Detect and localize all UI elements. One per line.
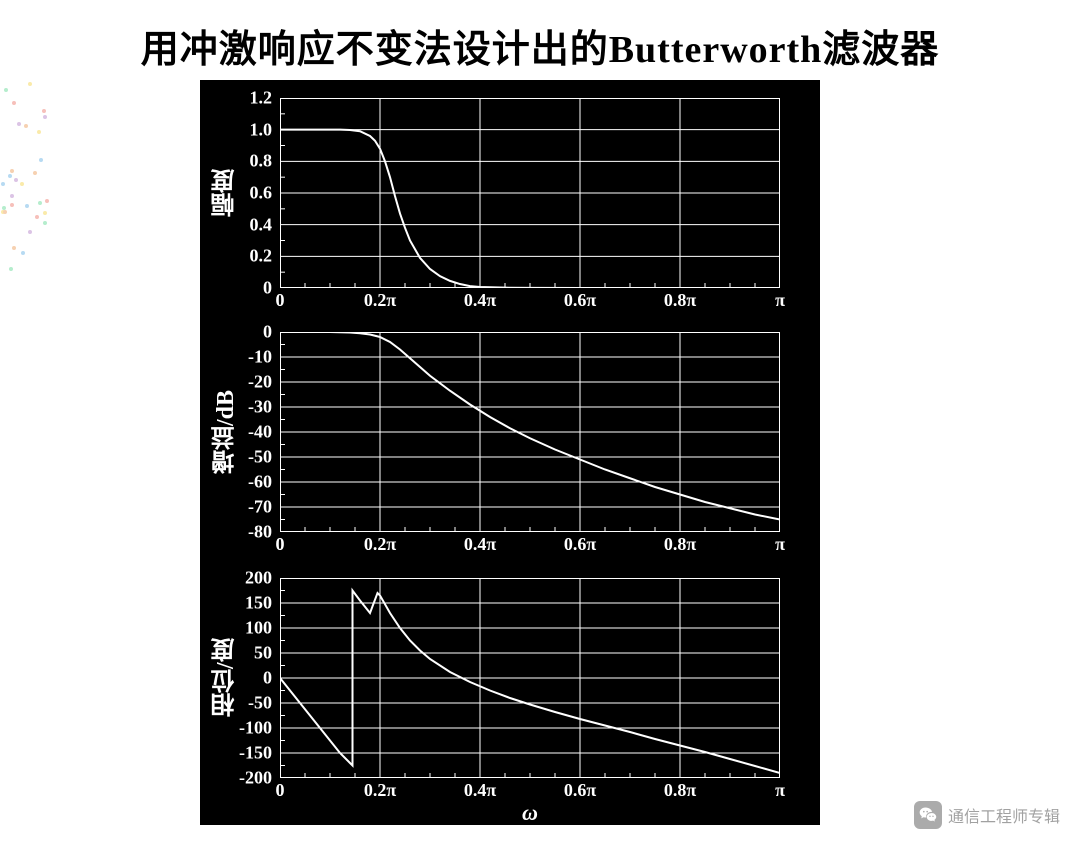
ylabel: 增益/dB: [208, 372, 243, 492]
xtick-label: 0.2π: [364, 290, 396, 311]
xtick-label: π: [775, 290, 785, 311]
xtick-label: 0.2π: [364, 534, 396, 555]
confetti-decoration: [0, 80, 50, 280]
ytick-label: 0: [263, 668, 272, 689]
chart-svg: [280, 578, 780, 778]
subplot-0: 00.20.40.60.81.01.200.2π0.4π0.6π0.8ππ幅度: [280, 98, 780, 288]
ytick-label: 0.8: [250, 151, 273, 172]
chart-svg: [280, 332, 780, 532]
ytick-label: -100: [239, 718, 272, 739]
subplot-1: -80-70-60-50-40-30-20-10000.2π0.4π0.6π0.…: [280, 332, 780, 532]
chart-svg: [280, 98, 780, 288]
xtick-label: π: [775, 780, 785, 801]
ytick-label: 150: [245, 593, 272, 614]
xtick-label: π: [775, 534, 785, 555]
xtick-label: 0: [276, 780, 285, 801]
page-title: 用冲激响应不变法设计出的Butterworth滤波器: [0, 0, 1080, 73]
ytick-label: -20: [248, 372, 272, 393]
xtick-label: 0.6π: [564, 290, 596, 311]
ytick-label: -40: [248, 422, 272, 443]
subplot-2: -200-150-100-5005010015020000.2π0.4π0.6π…: [280, 578, 780, 778]
ytick-label: 50: [254, 643, 272, 664]
ytick-label: 1.2: [250, 88, 273, 109]
ytick-label: -150: [239, 743, 272, 764]
xtick-label: 0.4π: [464, 534, 496, 555]
ytick-label: 1.0: [250, 119, 273, 140]
ytick-label: -80: [248, 522, 272, 543]
watermark-text: 通信工程师专辑: [948, 803, 1060, 827]
watermark: 通信工程师专辑: [914, 801, 1060, 829]
ytick-label: 0.2: [250, 246, 273, 267]
xtick-label: 0.2π: [364, 780, 396, 801]
ytick-label: 200: [245, 568, 272, 589]
ytick-label: -50: [248, 447, 272, 468]
xlabel-omega: ω: [522, 800, 538, 826]
ytick-label: 0.4: [250, 214, 273, 235]
figure-area: 00.20.40.60.81.01.200.2π0.4π0.6π0.8ππ幅度-…: [200, 80, 820, 825]
ytick-label: 0.6: [250, 183, 273, 204]
ytick-label: -70: [248, 497, 272, 518]
ytick-label: 0: [263, 322, 272, 343]
xtick-label: 0.8π: [664, 290, 696, 311]
xtick-label: 0: [276, 290, 285, 311]
xtick-label: 0.8π: [664, 534, 696, 555]
xtick-label: 0.4π: [464, 290, 496, 311]
xtick-label: 0.6π: [564, 534, 596, 555]
wechat-icon: [914, 801, 942, 829]
ytick-label: -10: [248, 347, 272, 368]
xtick-label: 0.6π: [564, 780, 596, 801]
ytick-label: -60: [248, 472, 272, 493]
ytick-label: -50: [248, 693, 272, 714]
ytick-label: -30: [248, 397, 272, 418]
ylabel: 幅度: [208, 169, 243, 217]
ytick-label: 100: [245, 618, 272, 639]
ytick-label: 0: [263, 278, 272, 299]
ylabel: 相位/度: [208, 630, 243, 726]
xtick-label: 0.4π: [464, 780, 496, 801]
xtick-label: 0: [276, 534, 285, 555]
ytick-label: -200: [239, 768, 272, 789]
xtick-label: 0.8π: [664, 780, 696, 801]
